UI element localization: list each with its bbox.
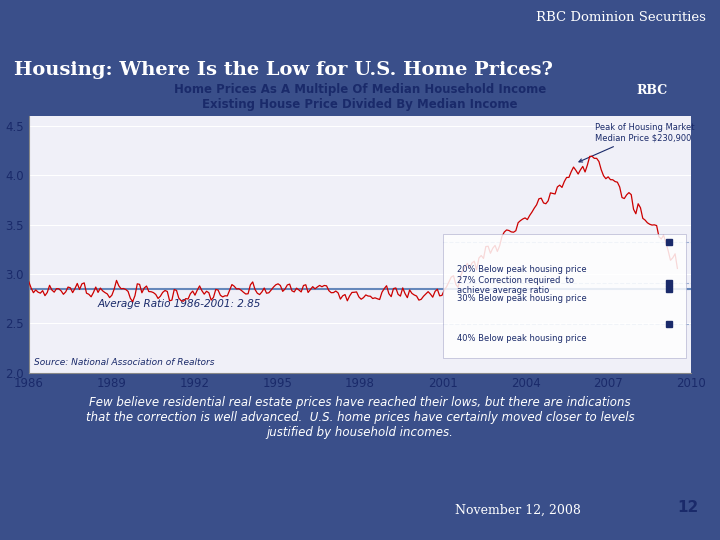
Text: 20% Below peak housing price: 20% Below peak housing price [456, 265, 586, 274]
Text: Housing: Where Is the Low for U.S. Home Prices?: Housing: Where Is the Low for U.S. Home … [14, 62, 553, 79]
Text: RBC: RBC [636, 84, 667, 97]
Text: 40% Below peak housing price: 40% Below peak housing price [456, 334, 586, 342]
Text: November 12, 2008: November 12, 2008 [456, 504, 581, 517]
Text: Source: National Association of Realtors: Source: National Association of Realtors [35, 357, 215, 367]
Text: RBC Dominion Securities: RBC Dominion Securities [536, 11, 706, 24]
FancyBboxPatch shape [443, 234, 685, 358]
Text: 27% Correction required  to
achieve average ratio: 27% Correction required to achieve avera… [456, 276, 574, 295]
Text: Average Ratio 1986-2001: 2.85: Average Ratio 1986-2001: 2.85 [98, 299, 261, 308]
Text: Few believe residential real estate prices have reached their lows, but there ar: Few believe residential real estate pric… [86, 396, 634, 438]
Text: 12: 12 [677, 500, 698, 515]
Title: Home Prices As A Multiple Of Median Household Income
Existing House Price Divide: Home Prices As A Multiple Of Median Hous… [174, 83, 546, 111]
Text: Peak of Housing Market
Median Price $230,900: Peak of Housing Market Median Price $230… [579, 123, 694, 162]
Text: 30% Below peak housing price: 30% Below peak housing price [456, 294, 586, 303]
